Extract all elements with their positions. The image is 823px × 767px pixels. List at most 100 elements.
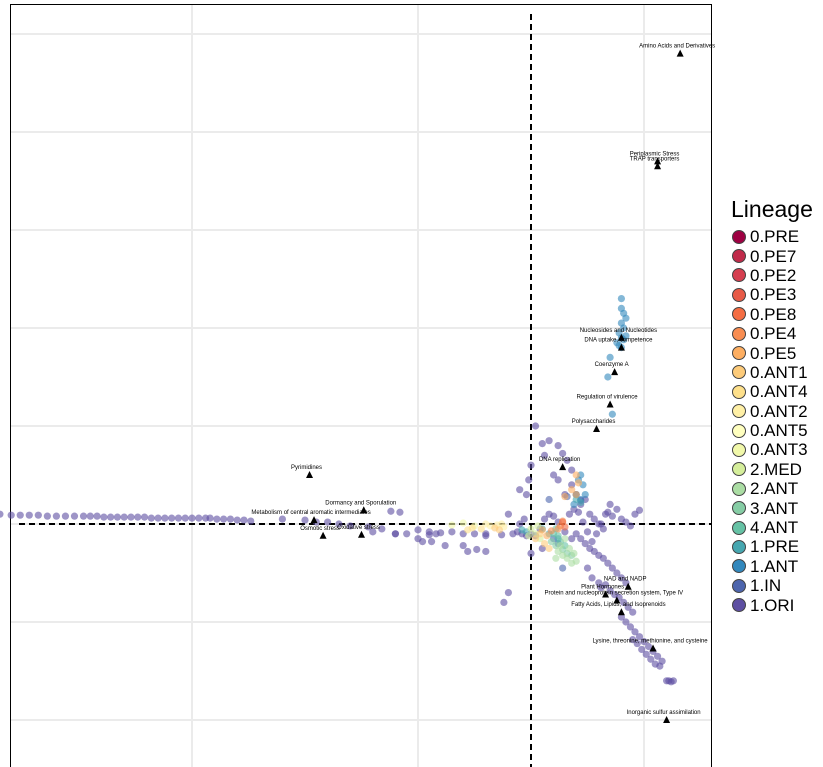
point-1-ori (554, 442, 562, 450)
legend-label: 0.PE5 (750, 343, 797, 363)
point-1-ori (617, 574, 626, 582)
point-1-ori (213, 515, 221, 523)
annotation-label: Amino Acids and Derivatives (639, 44, 715, 50)
point-1-ori (635, 633, 644, 641)
legend-swatch (732, 404, 746, 419)
point-1-ori (604, 559, 612, 567)
legend-label: 0.PE4 (750, 324, 797, 344)
point-2-ant (572, 557, 580, 565)
annotation-label: TRAP transporters (630, 156, 680, 162)
point-1-ori (653, 652, 662, 660)
point-0-ant1 (495, 526, 503, 534)
annotation-marker (606, 400, 614, 408)
point-0-pe8 (561, 523, 569, 531)
point-1-ori (527, 461, 535, 469)
point-1-ant (606, 353, 614, 361)
point-1-ori (161, 514, 169, 522)
data-points (0, 295, 677, 686)
annotation-label: Pyrimidines (291, 465, 322, 471)
point-1-ori (369, 528, 377, 536)
annotation-label: Metabolism of central aromatic intermedi… (251, 510, 370, 516)
point-0-ant1 (545, 544, 553, 553)
annotation-marker (559, 463, 567, 471)
legend-swatch (732, 539, 746, 554)
legend-swatch (732, 229, 746, 244)
point-1-ori (459, 541, 467, 550)
point-1-ori (563, 456, 571, 464)
point-1-ori (545, 437, 553, 445)
point-1-ori (572, 530, 580, 538)
legend-item: 1.ORI (730, 595, 813, 615)
legend-item: 0.PE5 (730, 343, 813, 363)
point-1-ori (16, 511, 24, 519)
point-1-ant (581, 491, 589, 499)
legend-label: 1.PRE (750, 537, 800, 557)
point-1-ori (613, 569, 621, 577)
legend-label: 0.ANT2 (750, 401, 808, 421)
annotation-label: Fatty Acids, Lipids, and Isoprenoids (571, 602, 665, 608)
legend-item: 0.ANT2 (730, 402, 813, 421)
legend-item: 0.ANT1 (730, 363, 813, 382)
point-1-ori (140, 513, 149, 521)
point-0-ant1 (531, 535, 540, 543)
legend-swatch (732, 520, 746, 535)
point-1-ori (206, 514, 214, 522)
point-2-med (527, 525, 535, 533)
point-1-ori (550, 471, 558, 479)
point-1-ori (427, 538, 436, 546)
legend-swatch (732, 268, 746, 283)
point-1-ori (181, 514, 189, 522)
legend-label: 1.IN (750, 576, 782, 596)
point-1-ori (226, 515, 235, 523)
point-1-ori (647, 655, 655, 663)
legend-item: 2.MED (730, 460, 813, 479)
point-1-ori (629, 608, 637, 616)
point-1-ori (545, 510, 553, 518)
point-1-ori (464, 547, 472, 556)
point-1-ori (559, 449, 567, 458)
point-1-ori (448, 528, 456, 536)
point-1-ori (568, 535, 576, 543)
point-1-ori (581, 540, 589, 548)
point-1-ori (120, 513, 128, 521)
annotation-label: NAD and NADP (604, 577, 647, 583)
annotation-marker (310, 516, 318, 524)
annotation-label: Plant Hormones (581, 585, 624, 591)
point-1-ori (482, 547, 490, 556)
point-1-ori (590, 515, 598, 523)
legend-item: 1.PRE (730, 537, 813, 556)
point-0-pe5 (572, 491, 580, 499)
point-1-ori (52, 512, 61, 520)
point-1-ori (624, 603, 632, 611)
point-1-ori (188, 514, 196, 522)
point-1-ori (504, 589, 512, 597)
point-1-ori (378, 525, 386, 533)
legend-swatch (732, 559, 746, 574)
legend-swatch (732, 598, 746, 613)
point-1-ori (432, 530, 440, 538)
point-1-ori (520, 515, 528, 523)
annotation-marker (617, 333, 625, 341)
point-2-ant (565, 544, 574, 553)
annotation-marker (613, 596, 621, 604)
point-1-ori (638, 645, 646, 654)
point-1-ori (608, 564, 616, 572)
point-1-ant (622, 332, 630, 340)
annotation-label: Oxidative stress (337, 525, 380, 531)
point-1-ori (622, 618, 630, 626)
point-1-ori (516, 520, 524, 528)
point-1-ori (25, 511, 33, 519)
legend-label: 3.ANT (750, 498, 799, 518)
legend-item: 1.ANT (730, 557, 813, 576)
point-1-ori (608, 512, 616, 520)
point-0-ant3 (459, 519, 467, 527)
legend-swatch (732, 346, 746, 361)
point-1-ori (631, 628, 639, 636)
annotation-label: Protein and nucleoprotein secretion syst… (545, 590, 684, 596)
legend-swatch (732, 249, 746, 264)
point-2-ant (556, 541, 564, 550)
point-1-ori (588, 538, 596, 546)
annotation-marker (306, 471, 314, 478)
point-1-ori (482, 532, 490, 540)
point-4-ant (554, 532, 562, 540)
